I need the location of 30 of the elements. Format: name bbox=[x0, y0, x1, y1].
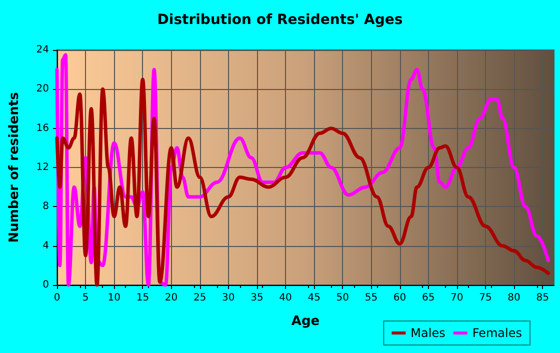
y-tick-label: 0 bbox=[42, 280, 49, 290]
x-tick-label: 70 bbox=[450, 292, 464, 304]
x-tick-label: 25 bbox=[193, 292, 206, 304]
y-tick-label: 8 bbox=[42, 201, 49, 212]
chart-title: Distribution of Residents' Ages bbox=[157, 12, 403, 28]
x-tick-label: 55 bbox=[364, 292, 378, 304]
x-tick-label: 45 bbox=[308, 292, 320, 304]
x-tick-label: 20 bbox=[164, 292, 178, 304]
y-tick-label: 4 bbox=[42, 240, 49, 252]
x-tick-label: 40 bbox=[279, 292, 292, 304]
x-tick-label: 50 bbox=[336, 292, 349, 304]
x-tick-label: 30 bbox=[222, 292, 235, 304]
x-tick-label: 15 bbox=[136, 292, 150, 304]
y-tick-label: 12 bbox=[36, 162, 49, 173]
x-tick-label: 80 bbox=[508, 292, 520, 304]
x-tick-label: 35 bbox=[250, 292, 264, 304]
x-tick-label: 5 bbox=[82, 292, 89, 304]
legend-label: Females bbox=[472, 326, 522, 340]
y-tick-label: 20 bbox=[36, 84, 49, 95]
x-tick-label: 10 bbox=[108, 292, 120, 304]
legend-label: Males bbox=[410, 326, 446, 340]
x-tick-label: 85 bbox=[536, 292, 549, 304]
y-axis-title: Number of residents bbox=[7, 92, 22, 243]
x-tick-label: 65 bbox=[422, 292, 435, 304]
y-tick-label: 16 bbox=[36, 122, 49, 134]
y-tick-label: 24 bbox=[36, 44, 49, 56]
x-tick-label: 0 bbox=[54, 292, 60, 304]
x-tick-label: 75 bbox=[479, 292, 492, 304]
x-axis-title: Age bbox=[291, 314, 320, 329]
x-tick-label: 60 bbox=[393, 292, 406, 304]
